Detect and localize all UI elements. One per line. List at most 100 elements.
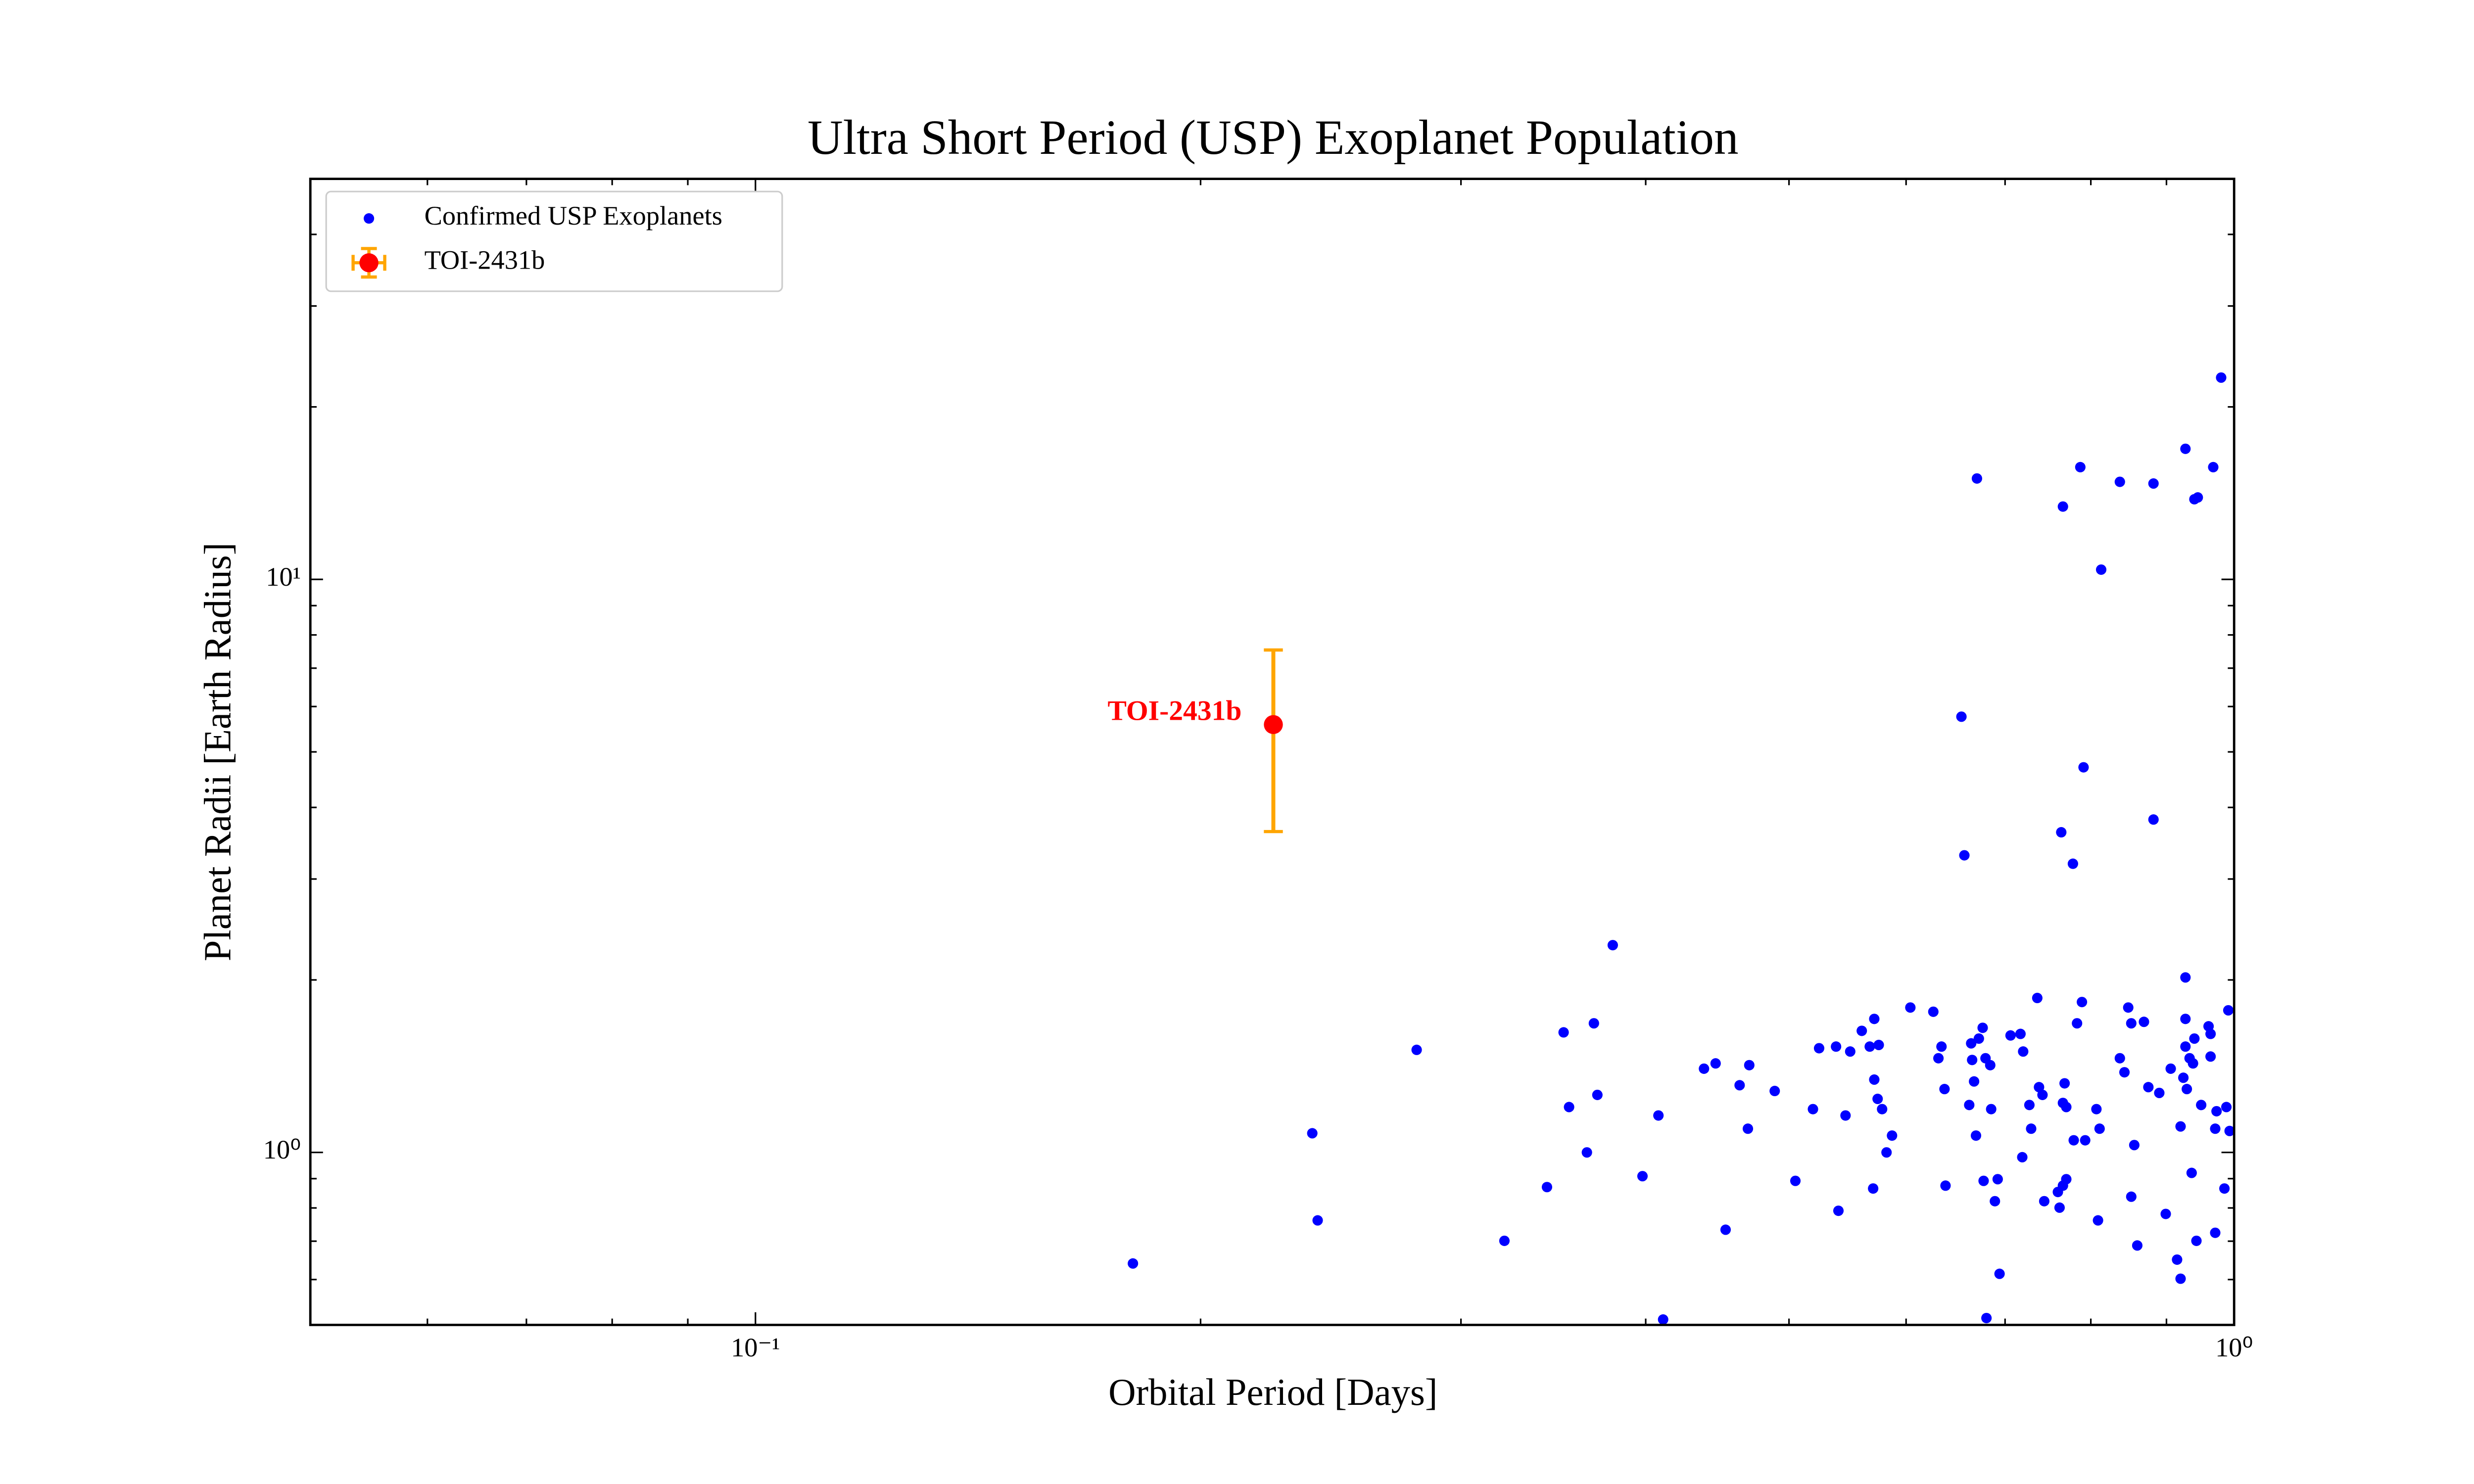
x-axis-label: Orbital Period [Days] bbox=[1108, 1371, 1437, 1413]
data-point bbox=[1992, 1174, 2003, 1185]
data-point bbox=[1872, 1093, 1883, 1105]
data-point bbox=[1845, 1046, 1856, 1057]
data-point bbox=[2005, 1030, 2016, 1041]
data-point bbox=[1564, 1102, 1574, 1113]
data-point bbox=[1869, 1074, 1880, 1085]
data-point bbox=[2180, 1041, 2191, 1052]
data-point bbox=[2018, 1046, 2029, 1057]
data-point bbox=[1128, 1258, 1139, 1269]
data-point bbox=[2210, 1123, 2221, 1134]
data-point bbox=[2075, 462, 2086, 472]
data-point bbox=[1607, 940, 1618, 951]
data-point bbox=[1499, 1235, 1510, 1246]
data-point bbox=[2148, 814, 2159, 825]
data-point bbox=[2072, 1018, 2083, 1029]
data-point bbox=[2054, 1202, 2065, 1213]
data-point bbox=[1933, 1053, 1944, 1064]
data-point bbox=[2114, 1053, 2125, 1064]
data-point bbox=[2037, 1089, 2048, 1100]
data-point bbox=[2211, 1106, 2222, 1116]
data-point bbox=[2093, 1215, 2103, 1226]
data-point bbox=[2172, 1254, 2183, 1265]
data-point bbox=[1881, 1147, 1892, 1158]
data-point bbox=[1877, 1104, 1888, 1114]
data-point bbox=[2026, 1123, 2037, 1134]
data-point bbox=[2119, 1067, 2130, 1078]
data-point bbox=[1969, 1076, 1980, 1087]
data-point bbox=[1981, 1312, 1992, 1324]
data-point bbox=[2196, 1100, 2207, 1111]
data-point bbox=[2126, 1018, 2137, 1029]
data-point bbox=[1994, 1268, 2005, 1279]
data-point bbox=[2129, 1140, 2140, 1151]
y-tick-label: 10⁰ bbox=[263, 1135, 301, 1164]
data-point bbox=[1977, 1022, 1988, 1033]
data-point bbox=[2061, 1174, 2072, 1185]
data-point bbox=[2189, 1033, 2200, 1044]
data-point bbox=[1588, 1018, 1599, 1029]
data-point bbox=[2208, 462, 2219, 472]
data-point bbox=[1813, 1043, 1825, 1054]
data-point bbox=[1990, 1196, 2000, 1206]
data-point bbox=[1868, 1183, 1879, 1194]
data-point bbox=[1873, 1039, 1884, 1051]
data-point bbox=[1978, 1175, 1989, 1186]
data-point bbox=[2068, 1135, 2079, 1146]
data-point bbox=[2015, 1028, 2026, 1039]
data-point bbox=[2024, 1100, 2035, 1111]
data-point bbox=[1742, 1123, 1754, 1134]
data-point bbox=[2132, 1240, 2143, 1251]
data-point bbox=[2154, 1087, 2165, 1099]
data-point bbox=[1411, 1044, 1422, 1055]
data-point bbox=[2191, 1235, 2202, 1246]
data-point bbox=[1833, 1206, 1844, 1216]
data-point bbox=[1985, 1060, 1996, 1070]
data-point bbox=[2114, 476, 2125, 487]
data-point bbox=[2205, 1028, 2216, 1039]
data-point bbox=[1658, 1314, 1668, 1325]
data-point bbox=[2219, 1183, 2230, 1194]
data-point bbox=[2180, 443, 2191, 454]
data-point bbox=[1869, 1014, 1880, 1024]
data-point bbox=[2056, 827, 2067, 838]
legend-box bbox=[325, 190, 783, 292]
data-point bbox=[1769, 1085, 1780, 1097]
data-point bbox=[2175, 1273, 2186, 1284]
data-point bbox=[1840, 1110, 1851, 1121]
data-point bbox=[1964, 1100, 1975, 1111]
data-point bbox=[2126, 1191, 2137, 1202]
data-point bbox=[2180, 1014, 2191, 1024]
data-point bbox=[1653, 1110, 1664, 1121]
highlight-point bbox=[1264, 715, 1283, 734]
y-axis-label: Planet Radii [Earth Radius] bbox=[197, 543, 239, 962]
data-point bbox=[2175, 1121, 2186, 1132]
data-point bbox=[2148, 478, 2159, 489]
data-point bbox=[2032, 992, 2043, 1004]
data-point bbox=[2210, 1227, 2221, 1238]
legend-marker bbox=[364, 213, 375, 224]
data-point bbox=[1928, 1006, 1939, 1017]
data-point bbox=[1699, 1063, 1710, 1074]
data-point bbox=[2216, 372, 2227, 383]
plot-frame bbox=[309, 178, 2236, 1326]
data-point bbox=[2095, 564, 2107, 575]
data-point bbox=[2094, 1123, 2105, 1134]
data-point bbox=[1940, 1180, 1951, 1191]
data-point bbox=[2182, 1084, 2192, 1095]
data-point bbox=[1864, 1041, 1875, 1052]
data-point bbox=[2186, 1167, 2197, 1178]
data-point bbox=[2077, 997, 2088, 1008]
legend-label: Confirmed USP Exoplanets bbox=[425, 201, 722, 231]
data-point bbox=[1936, 1041, 1947, 1052]
data-point bbox=[1986, 1104, 1997, 1114]
x-tick-label: 10⁻¹ bbox=[731, 1333, 780, 1362]
data-point bbox=[2091, 1104, 2102, 1114]
data-point bbox=[2221, 1102, 2232, 1113]
data-point bbox=[1790, 1175, 1801, 1186]
data-point bbox=[1939, 1084, 1950, 1095]
data-point bbox=[1971, 473, 1983, 484]
data-point bbox=[1581, 1147, 1592, 1158]
data-point bbox=[1856, 1025, 1867, 1036]
data-point bbox=[2143, 1082, 2154, 1093]
data-point bbox=[2224, 1125, 2235, 1136]
